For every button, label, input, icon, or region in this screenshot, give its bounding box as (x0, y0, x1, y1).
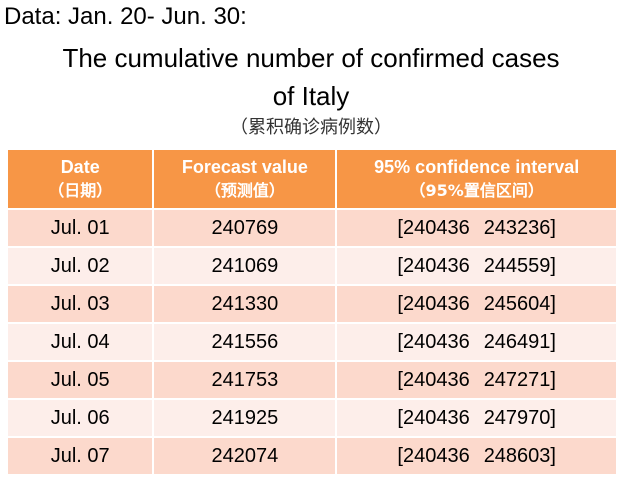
header-forecast: Forecast value （预测值） (152, 148, 338, 210)
header-date-zh: （日期） (48, 181, 113, 200)
ci-upper: 248603] (483, 444, 556, 467)
cell-forecast: 241753 (152, 360, 338, 400)
page-title-line-2: of Italy (272, 81, 350, 111)
header-ci-zh: （95%置信区间） (409, 181, 544, 200)
cell-date: Jul. 06 (5, 398, 155, 438)
ci-lower: [240436 (397, 406, 470, 429)
cell-date: Jul. 03 (5, 284, 155, 324)
cell-confidence-interval: [240436 244559] (335, 246, 618, 286)
ci-upper: 247970] (483, 406, 556, 429)
cell-confidence-interval: [240436 247271] (335, 360, 618, 400)
ci-upper: 247271] (483, 368, 556, 391)
page-title-line-1: The cumulative number of confirmed cases (62, 43, 560, 73)
ci-upper: 243236] (483, 216, 556, 239)
ci-lower: [240436 (397, 254, 470, 277)
ci-lower: [240436 (397, 444, 470, 467)
page-subtitle: （累积确诊病例数） (230, 117, 392, 138)
cell-date: Jul. 02 (5, 246, 155, 286)
table-row: Jul. 07 242074 [240436 248603] (5, 436, 618, 476)
cell-forecast: 240769 (152, 208, 338, 248)
table-row: Jul. 05 241753 [240436 247271] (5, 360, 618, 400)
table-row: Jul. 01 240769 [240436 243236] (5, 208, 618, 248)
cell-forecast: 242074 (152, 436, 338, 476)
cell-forecast: 241556 (152, 322, 338, 362)
cell-confidence-interval: [240436 245604] (335, 284, 618, 324)
cell-date: Jul. 07 (5, 436, 155, 476)
cell-confidence-interval: [240436 246491] (335, 322, 618, 362)
cell-date: Jul. 05 (5, 360, 155, 400)
header-forecast-en: Forecast value (181, 157, 308, 177)
header-ci-en: 95% confidence interval (374, 157, 580, 177)
cell-date: Jul. 04 (5, 322, 155, 362)
cell-date: Jul. 01 (5, 208, 155, 248)
forecast-table: Date （日期） Forecast value （预测值） 95% confi… (5, 148, 618, 476)
header-date-en: Date (60, 157, 100, 177)
cell-confidence-interval: [240436 243236] (335, 208, 618, 248)
ci-lower: [240436 (397, 368, 470, 391)
header-date: Date （日期） (5, 148, 155, 210)
cell-confidence-interval: [240436 248603] (335, 436, 618, 476)
ci-lower: [240436 (397, 292, 470, 315)
table-row: Jul. 06 241925 [240436 247970] (5, 398, 618, 438)
header-confidence-interval: 95% confidence interval （95%置信区间） (335, 148, 618, 210)
cell-confidence-interval: [240436 247970] (335, 398, 618, 438)
ci-upper: 246491] (483, 330, 556, 353)
table-row: Jul. 03 241330 [240436 245604] (5, 284, 618, 324)
table-row: Jul. 02 241069 [240436 244559] (5, 246, 618, 286)
ci-upper: 245604] (483, 292, 556, 315)
table-row: Jul. 04 241556 [240436 246491] (5, 322, 618, 362)
header-forecast-zh: （预测值） (204, 181, 285, 200)
ci-upper: 244559] (483, 254, 556, 277)
cell-forecast: 241069 (152, 246, 338, 286)
table-header-row: Date （日期） Forecast value （预测值） 95% confi… (5, 148, 618, 210)
ci-lower: [240436 (397, 330, 470, 353)
cell-forecast: 241330 (152, 284, 338, 324)
ci-lower: [240436 (397, 216, 470, 239)
cell-forecast: 241925 (152, 398, 338, 438)
data-range-label: Data: Jan. 20- Jun. 30: (4, 3, 247, 30)
